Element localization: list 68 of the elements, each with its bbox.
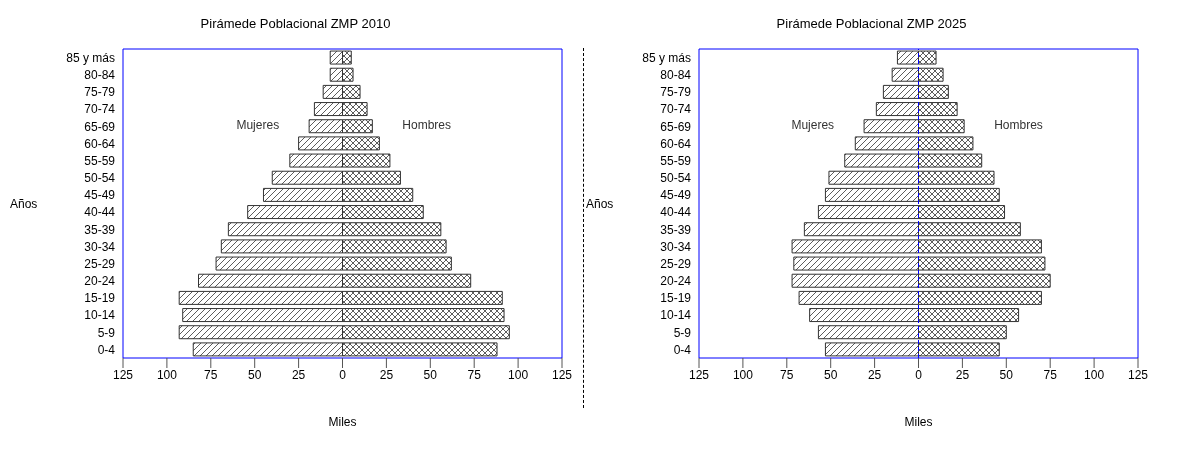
x-tick-label: 50 (248, 367, 262, 382)
y-tick-label: 5-9 (673, 325, 692, 340)
y-tick-label: 70-74 (660, 102, 692, 117)
y-tick-label: 60-64 (660, 136, 692, 151)
x-tick-label: 25 (867, 367, 882, 382)
x-axis-title: Miles (904, 415, 933, 429)
y-tick-label: 25-29 (84, 256, 116, 271)
x-tick-label: 75 (467, 367, 482, 382)
chart-title: Pirámede Poblacional ZMP 2025 (775, 16, 968, 31)
x-tick-label: 125 (551, 367, 573, 382)
y-tick-label: 10-14 (660, 308, 692, 323)
y-tick-label: 20-24 (84, 274, 116, 289)
x-tick-label: 50 (824, 367, 838, 382)
y-tick-label: 50-54 (660, 171, 692, 186)
y-tick-label: 80-84 (660, 68, 692, 83)
x-tick-label: 125 (1127, 367, 1149, 382)
y-tick-label: 30-34 (84, 239, 116, 254)
x-tick-label: 25 (379, 367, 394, 382)
x-tick-label: 0 (339, 367, 347, 382)
x-tick-label: 100 (508, 367, 529, 382)
x-tick-label: 100 (1084, 367, 1105, 382)
x-tick-label: 0 (915, 367, 923, 382)
y-tick-label: 60-64 (84, 136, 116, 151)
y-tick-label: 20-24 (660, 274, 692, 289)
x-axis-title: Miles (328, 415, 357, 429)
y-tick-label: 40-44 (660, 205, 692, 220)
y-tick-label: 85 y más (642, 50, 691, 65)
y-tick-label: 55-59 (660, 153, 692, 168)
y-axis-title: Años (586, 196, 614, 211)
series-label: Mujeres (791, 118, 835, 133)
y-tick-label: 65-69 (660, 119, 692, 134)
x-tick-label: 75 (780, 367, 794, 382)
y-tick-label: 30-34 (660, 239, 692, 254)
y-tick-label: 45-49 (660, 188, 692, 203)
x-tick-label: 100 (732, 367, 754, 382)
x-tick-label: 75 (204, 367, 218, 382)
y-tick-label: 35-39 (660, 222, 692, 237)
y-tick-label: 35-39 (84, 222, 116, 237)
chart-title: Pirámede Poblacional ZMP 2010 (199, 16, 392, 31)
y-tick-label: 5-9 (97, 325, 116, 340)
x-tick-label: 75 (1043, 367, 1058, 382)
y-tick-label: 0-4 (97, 342, 116, 357)
y-tick-label: 15-19 (84, 291, 116, 306)
y-tick-label: 25-29 (660, 256, 692, 271)
y-tick-label: 85 y más (66, 50, 115, 65)
x-tick-label: 125 (112, 367, 134, 382)
y-tick-label: 75-79 (660, 85, 692, 100)
y-tick-label: 10-14 (84, 308, 116, 323)
y-tick-label: 55-59 (84, 153, 116, 168)
x-tick-label: 100 (156, 367, 178, 382)
y-tick-label: 65-69 (84, 119, 116, 134)
y-axis-title: Años (10, 196, 38, 211)
y-tick-label: 70-74 (84, 102, 116, 117)
series-label: Hombres (994, 118, 1043, 133)
series-label: Hombres (402, 118, 452, 133)
y-tick-label: 15-19 (660, 291, 692, 306)
y-tick-label: 50-54 (84, 171, 116, 186)
x-tick-label: 50 (423, 367, 438, 382)
series-label: Mujeres (236, 118, 280, 133)
y-tick-label: 40-44 (84, 205, 116, 220)
x-tick-label: 125 (688, 367, 710, 382)
y-tick-label: 75-79 (84, 85, 116, 100)
y-tick-label: 45-49 (84, 188, 116, 203)
y-tick-label: 0-4 (673, 342, 692, 357)
y-tick-label: 80-84 (84, 68, 116, 83)
x-tick-label: 25 (291, 367, 306, 382)
x-tick-label: 50 (999, 367, 1014, 382)
x-tick-label: 25 (955, 367, 970, 382)
